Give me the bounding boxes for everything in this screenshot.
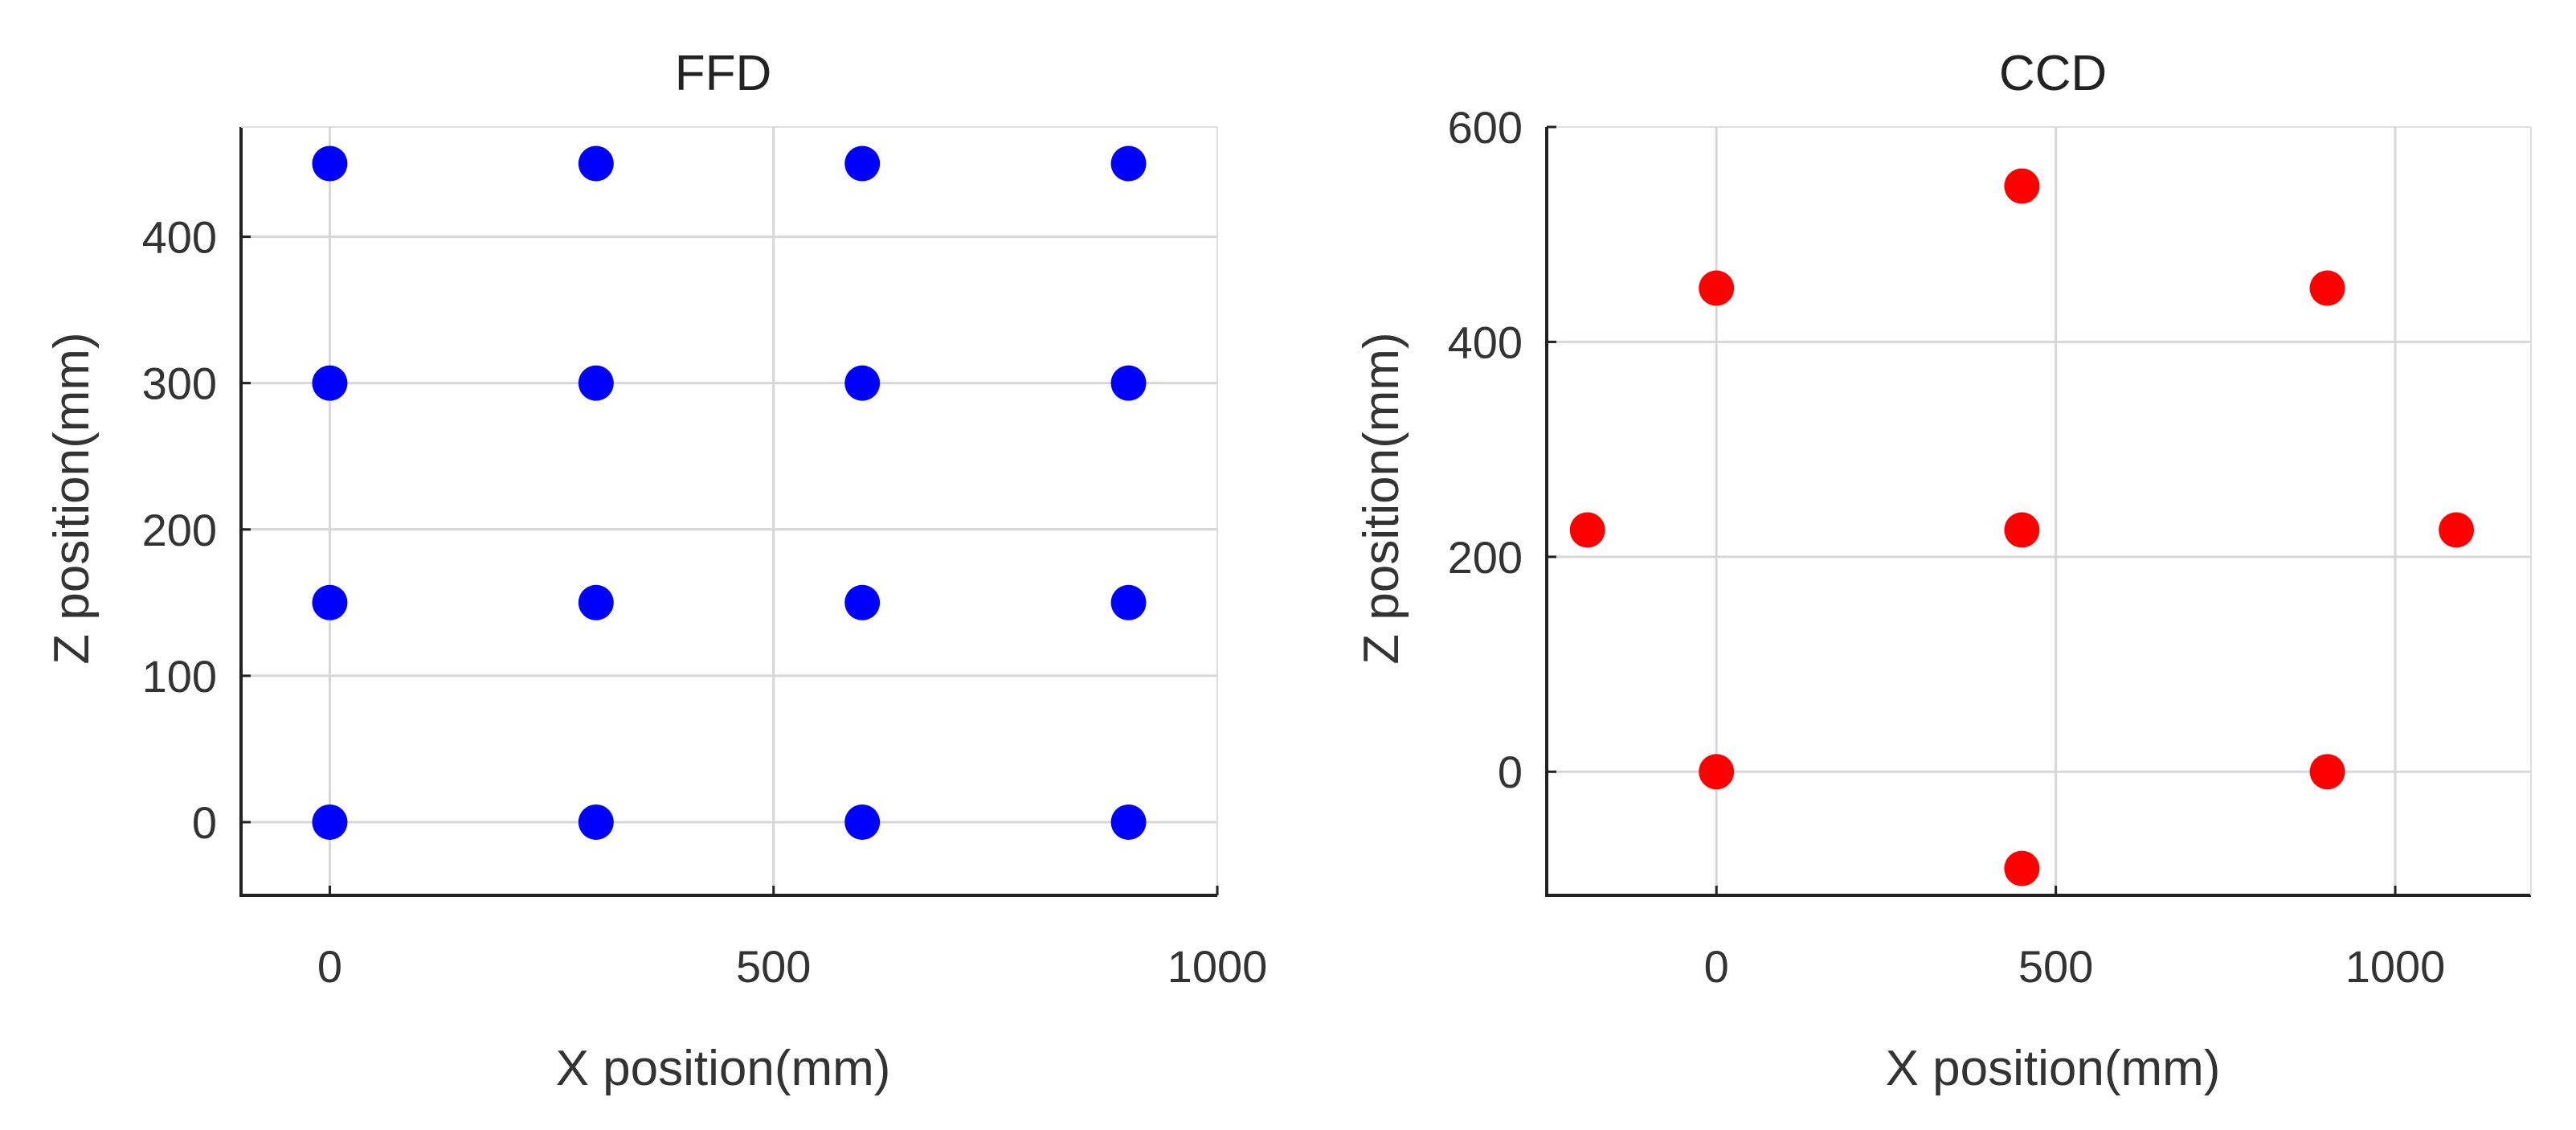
- ffd-x-tick-label-1000: 1000: [1167, 941, 1268, 992]
- ccd-grid: [1547, 127, 2531, 895]
- ffd-point-1: [578, 804, 614, 840]
- ffd-y-tick-label-200: 200: [142, 505, 217, 555]
- ccd-x-tick-label-1000: 1000: [2345, 941, 2446, 992]
- ccd-point-5: [2439, 512, 2475, 548]
- ffd-point-15: [1110, 145, 1147, 182]
- ffd-plot: FFD 0 500 1000 0 100 200 300 400 X position(mm)…: [44, 46, 1267, 1096]
- ffd-point-9: [578, 365, 614, 401]
- ccd-x-axis-label: X position(mm): [1886, 1041, 2221, 1096]
- ccd-point-0: [2004, 168, 2040, 204]
- ccd-axes: [1545, 126, 2532, 897]
- ffd-grid: [241, 127, 1217, 895]
- ccd-x-tick-label-500: 500: [2018, 941, 2093, 992]
- ccd-point-7: [2309, 754, 2345, 790]
- ffd-point-11: [1110, 365, 1147, 401]
- ccd-point-3: [1569, 512, 1605, 548]
- ffd-points: [312, 145, 1147, 840]
- ffd-y-tick-label-0: 0: [192, 797, 217, 848]
- ffd-point-14: [844, 145, 881, 182]
- ccd-x-tick-label-0: 0: [1704, 941, 1729, 992]
- ccd-point-4: [2004, 512, 2040, 548]
- ffd-x-tick-label-0: 0: [317, 941, 342, 992]
- ffd-y-tick-label-300: 300: [142, 358, 217, 409]
- ccd-point-1: [1699, 270, 1735, 306]
- ffd-point-8: [312, 365, 348, 401]
- ffd-x-axis-label: X position(mm): [556, 1041, 891, 1096]
- ccd-point-6: [1699, 754, 1735, 790]
- ffd-point-0: [312, 804, 348, 840]
- ffd-axis-lines: [239, 127, 1217, 897]
- ffd-point-6: [844, 584, 881, 620]
- ccd-ticks: 0 500 1000 0 200 400 600: [1448, 102, 2446, 992]
- ffd-point-4: [312, 584, 348, 620]
- ccd-y-tick-label-0: 0: [1498, 747, 1523, 797]
- ffd-y-axis-label: Z position(mm): [44, 332, 100, 664]
- ffd-point-12: [312, 145, 348, 182]
- ffd-ticks: 0 500 1000 0 100 200 300 400: [142, 212, 1268, 992]
- ffd-point-7: [1110, 584, 1147, 620]
- ffd-point-2: [844, 804, 881, 840]
- ffd-y-tick-label-100: 100: [142, 651, 217, 702]
- ffd-y-tick-label-400: 400: [142, 212, 217, 263]
- ccd-y-tick-label-200: 200: [1448, 532, 1523, 583]
- ccd-point-8: [2004, 850, 2040, 886]
- ffd-x-tick-label-500: 500: [736, 941, 811, 992]
- ccd-y-tick-label-600: 600: [1448, 102, 1523, 153]
- ffd-point-10: [844, 365, 881, 401]
- ffd-title: FFD: [675, 46, 772, 101]
- ccd-plot: CCD 0 500 1000 0 200 400 600 X position(mm) Z …: [1354, 46, 2532, 1096]
- ffd-axes: [239, 126, 1218, 897]
- ccd-point-2: [2309, 270, 2345, 306]
- ccd-title: CCD: [1999, 46, 2107, 101]
- ffd-point-5: [578, 584, 614, 620]
- ccd-axis-lines: [1545, 127, 2531, 897]
- ccd-y-tick-label-400: 400: [1448, 317, 1523, 367]
- ffd-point-3: [1110, 804, 1147, 840]
- ccd-points: [1569, 168, 2475, 886]
- ffd-point-13: [578, 145, 614, 182]
- ccd-y-axis-label: Z position(mm): [1354, 332, 1409, 664]
